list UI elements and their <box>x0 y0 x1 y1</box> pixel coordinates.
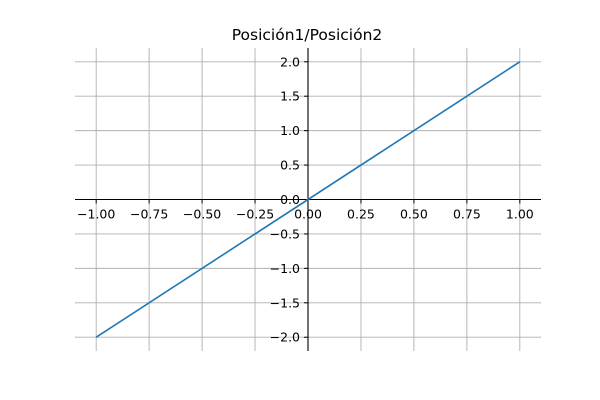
y-tick-label: 0.0 <box>280 192 300 207</box>
x-tick-label: 0.50 <box>400 207 428 222</box>
y-tick-label: −2.0 <box>270 330 300 345</box>
x-tick-label: 1.00 <box>506 207 534 222</box>
x-tick-label: −1.00 <box>77 207 115 222</box>
y-tick-label: −1.0 <box>270 261 300 276</box>
y-tick-label: 1.0 <box>280 123 300 138</box>
y-tick-label: 1.5 <box>280 89 300 104</box>
plot-series <box>95 61 521 338</box>
x-axis-ticks: −1.00 −0.75 −0.50 −0.25 0.00 0.25 0.50 0.75 1.00 <box>77 199 534 222</box>
y-tick-label: 0.5 <box>280 158 300 173</box>
y-tick-label: −0.5 <box>270 226 300 241</box>
x-tick-label: −0.50 <box>183 207 221 222</box>
x-tick-label: 0.75 <box>453 207 481 222</box>
x-tick-label: 0.00 <box>294 207 322 222</box>
x-tick-label: 0.25 <box>347 207 375 222</box>
y-axis-ticks: 2.0 1.5 1.0 0.5 0.0 −0.5 −1.0 −1.5 −2.0 <box>270 54 308 345</box>
x-tick-label: −0.75 <box>130 207 168 222</box>
x-tick-label: −0.25 <box>236 207 274 222</box>
y-tick-label: −1.5 <box>270 295 300 310</box>
series-line <box>95 61 521 338</box>
chart-title: Posición1/Posición2 <box>232 26 383 44</box>
y-tick-label: 2.0 <box>280 54 300 69</box>
